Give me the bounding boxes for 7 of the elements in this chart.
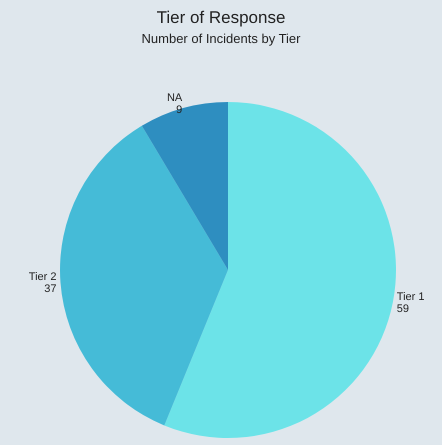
- data-label: 59: [396, 303, 410, 316]
- slice-label: Tier 2: [28, 270, 56, 283]
- slice-label: Tier 1: [396, 291, 424, 304]
- chart-subtitle: Number of Incidents by Tier: [142, 31, 302, 46]
- slice-label: NA: [166, 92, 183, 104]
- chart-title: Tier of Response: [156, 8, 286, 27]
- data-label: 37: [44, 282, 56, 295]
